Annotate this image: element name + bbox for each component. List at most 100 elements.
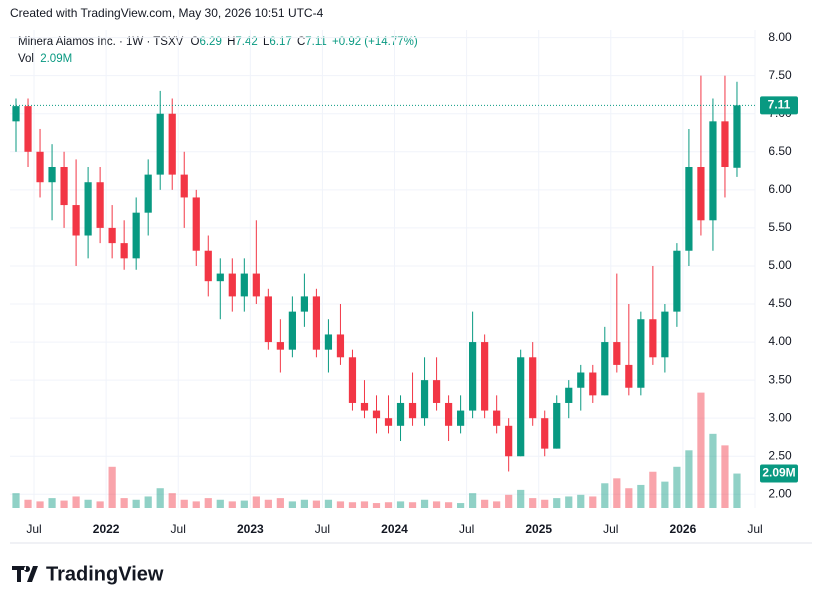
candle-body (625, 364, 633, 388)
candle-body (192, 197, 200, 251)
candle-body (661, 311, 669, 358)
candle-body (12, 106, 20, 122)
candle-body (36, 151, 44, 183)
volume-bar (288, 501, 296, 508)
volume-bar (709, 433, 717, 508)
candle-body (204, 250, 212, 282)
candle-body (685, 167, 693, 251)
candle-body (264, 296, 272, 343)
volume-bar (384, 502, 393, 508)
vol-label: Vol (18, 53, 34, 65)
candle-body (276, 342, 284, 350)
candle-body (709, 121, 717, 221)
logo: TradingView (12, 563, 164, 585)
volume-bar (312, 500, 321, 508)
last-price-box (760, 96, 798, 115)
candle-body (589, 372, 597, 396)
volume-bar (192, 501, 200, 508)
candle-body (120, 243, 128, 259)
vol-value: 2.09M (40, 53, 72, 65)
open-label: O (191, 36, 200, 48)
x-tick-label: Jul (315, 522, 330, 536)
candle-body (529, 357, 537, 419)
x-tick-label: 2025 (525, 522, 552, 536)
y-tick-label: 8.00 (768, 30, 792, 44)
x-tick-label: Jul (26, 522, 41, 536)
y-tick-label: 4.50 (768, 296, 792, 310)
candle-body (156, 113, 164, 175)
volume-bar (108, 466, 116, 508)
candle-body (312, 296, 321, 350)
volume-bar (252, 496, 260, 508)
candle-body (493, 410, 501, 426)
volume-bar (36, 501, 44, 508)
low-label: L (263, 36, 270, 48)
volume-bar (168, 493, 176, 508)
candle-body (408, 402, 417, 419)
candle-body (384, 418, 393, 426)
candle-body (697, 167, 705, 221)
volume-bar (96, 501, 104, 508)
candle-body (613, 342, 621, 365)
candle-body (144, 174, 152, 213)
candle-body (505, 425, 513, 457)
logo-icon (12, 566, 38, 582)
volume-bar (336, 501, 345, 508)
candle-body (180, 174, 188, 198)
volume-bar (12, 493, 20, 508)
candle-body (372, 410, 381, 419)
volume-bar (553, 498, 561, 508)
volume-bar (733, 473, 741, 508)
grid (10, 30, 756, 508)
y-tick-label: 6.50 (768, 144, 792, 158)
volume-bar (420, 499, 429, 508)
open: 6.29 (199, 36, 221, 48)
candle-body (553, 402, 561, 449)
last-volume-box (760, 464, 798, 483)
volume-bar (444, 502, 453, 508)
candle-body (432, 380, 441, 403)
volume-bar (156, 488, 164, 508)
volume-bar (697, 392, 705, 508)
logo-text: TradingView (46, 563, 164, 585)
candle-body (288, 311, 296, 350)
candle-body (649, 319, 657, 358)
volume-bar (348, 502, 357, 508)
created-note: Created with TradingView.com, May 30, 20… (10, 6, 324, 20)
volume-bar (396, 501, 405, 508)
volume-bar (601, 483, 609, 508)
candle-body (24, 106, 32, 152)
volume-bar (276, 498, 284, 508)
y-tick-label: 3.50 (768, 372, 792, 386)
candle-body (444, 402, 453, 426)
change: +0.92 (+14.77%) (332, 36, 418, 48)
volume-bar (204, 498, 212, 508)
y-tick-label: 2.00 (768, 486, 792, 500)
volume-bar (84, 499, 92, 508)
high: 7.42 (235, 36, 257, 48)
volume-bar (132, 499, 140, 508)
volume-bar (589, 496, 597, 508)
y-tick-label: 2.50 (768, 448, 792, 462)
candle-body (96, 182, 104, 228)
volume-bar (541, 499, 549, 508)
candle-body (336, 334, 345, 358)
candle-body (577, 372, 585, 388)
close: 7.11 (305, 36, 327, 48)
close-label: C (297, 36, 305, 48)
volume-bar (216, 499, 224, 508)
legend: Minera Alamos Inc. · 1W · TSXV O6.29 H7.… (18, 36, 418, 48)
x-tick-label: Jul (459, 522, 474, 536)
x-tick-label: 2024 (381, 522, 408, 536)
y-tick-label: 5.50 (768, 220, 792, 234)
y-tick-label: 7.50 (768, 68, 792, 82)
volume-bar (469, 493, 477, 508)
last-price-label: 7.11 (768, 98, 791, 112)
candle-body (48, 167, 56, 183)
volume-bar (48, 498, 56, 508)
volume-bar (637, 484, 645, 508)
volume-bar (360, 501, 369, 508)
candle-body (240, 273, 248, 297)
candle-body (60, 167, 68, 206)
